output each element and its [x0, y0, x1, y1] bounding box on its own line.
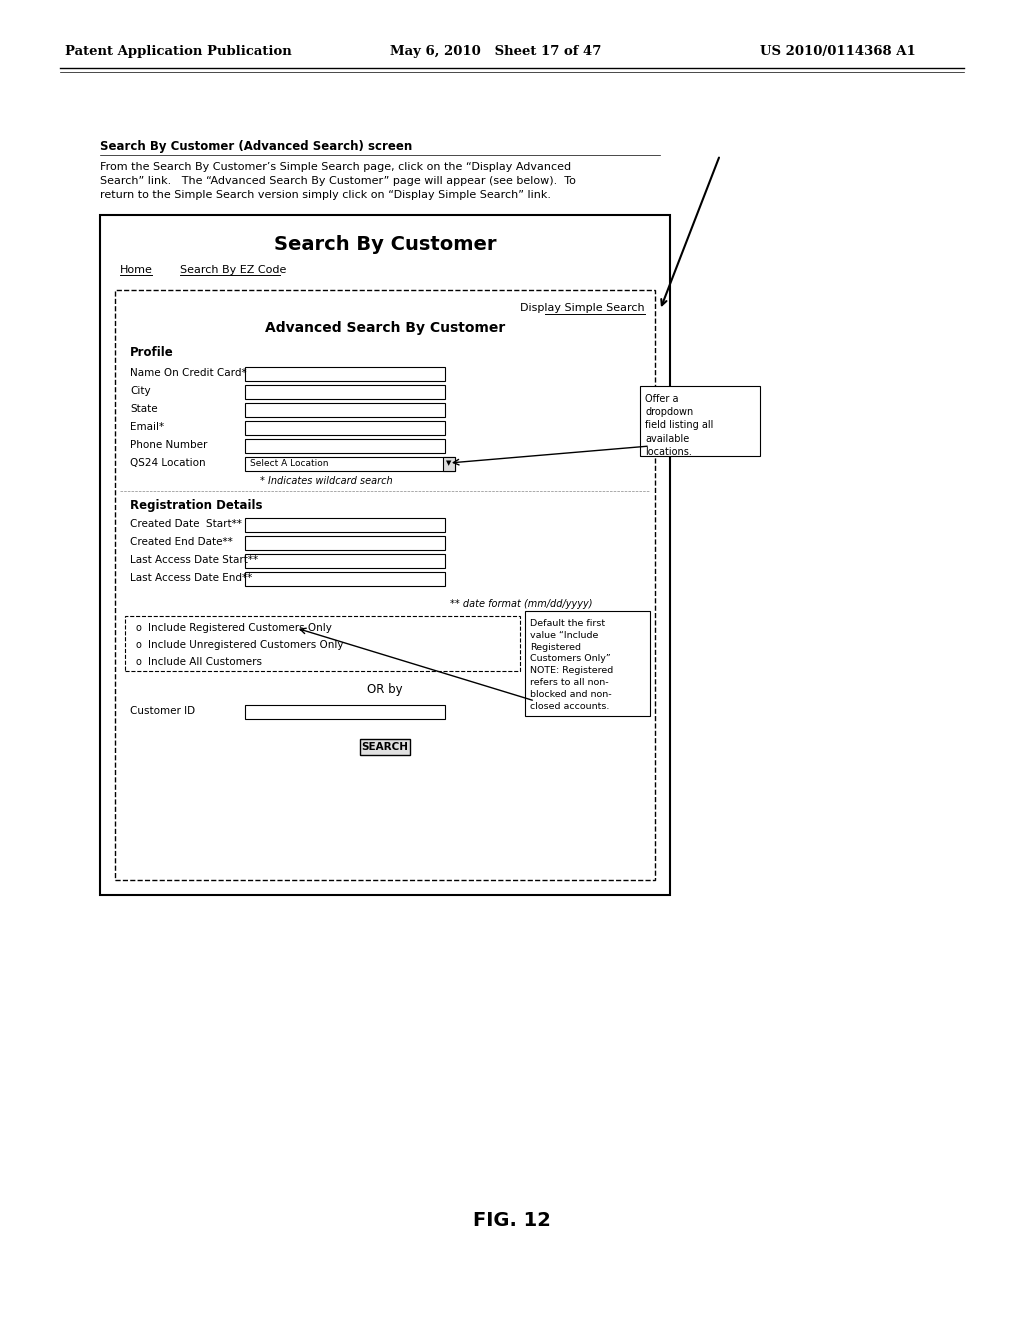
Text: Home: Home	[120, 265, 153, 275]
Bar	[100, 215, 670, 895]
Text: QS24 Location: QS24 Location	[130, 458, 206, 469]
Text: ▼: ▼	[446, 459, 452, 466]
Text: FIG. 12: FIG. 12	[473, 1210, 551, 1229]
Text: Patent Application Publication: Patent Application Publication	[65, 45, 292, 58]
Bar	[640, 385, 760, 455]
Text: Advanced Search By Customer: Advanced Search By Customer	[265, 321, 505, 335]
Text: Registration Details: Registration Details	[130, 499, 262, 512]
Text: Last Access Date Start**: Last Access Date Start**	[130, 554, 258, 565]
Text: o: o	[135, 657, 141, 667]
Bar	[125, 616, 520, 671]
Text: May 6, 2010   Sheet 17 of 47: May 6, 2010 Sheet 17 of 47	[390, 45, 601, 58]
Bar	[525, 611, 650, 715]
Bar	[245, 385, 445, 399]
Text: Include Unregistered Customers Only: Include Unregistered Customers Only	[148, 640, 343, 649]
Text: ** date format (mm/dd/yyyy): ** date format (mm/dd/yyyy)	[450, 599, 593, 609]
Bar	[115, 290, 655, 880]
Bar	[245, 367, 445, 381]
Bar	[245, 554, 445, 568]
Text: SEARCH: SEARCH	[361, 742, 409, 752]
Text: Search By EZ Code: Search By EZ Code	[180, 265, 287, 275]
Text: OR by: OR by	[368, 682, 402, 696]
Text: Profile: Profile	[130, 346, 174, 359]
Text: Created Date  Start**: Created Date Start**	[130, 519, 242, 529]
Bar	[360, 739, 410, 755]
Bar	[245, 403, 445, 417]
Text: State: State	[130, 404, 158, 414]
Text: From the Search By Customer’s Simple Search page, click on the “Display Advanced: From the Search By Customer’s Simple Sea…	[100, 162, 575, 201]
Bar	[245, 705, 445, 719]
Text: Offer a
dropdown
field listing all
available
locations.: Offer a dropdown field listing all avail…	[645, 393, 714, 457]
Bar	[245, 536, 445, 550]
Bar	[245, 421, 445, 436]
Text: Default the first
value “Include
Registered
Customers Only”
NOTE: Registered
ref: Default the first value “Include Registe…	[530, 619, 613, 710]
Text: o: o	[135, 640, 141, 649]
Text: Name On Credit Card*: Name On Credit Card*	[130, 368, 247, 378]
Text: * Indicates wildcard search: * Indicates wildcard search	[260, 477, 392, 486]
Text: Created End Date**: Created End Date**	[130, 537, 232, 546]
Bar	[443, 457, 455, 471]
Text: Customer ID: Customer ID	[130, 706, 196, 715]
Text: Select A Location: Select A Location	[250, 458, 329, 467]
Bar	[245, 457, 455, 471]
Text: Include Registered Customers Only: Include Registered Customers Only	[148, 623, 332, 634]
Bar	[245, 440, 445, 453]
Text: City: City	[130, 385, 151, 396]
Text: Search By Customer: Search By Customer	[273, 235, 497, 255]
Text: Include All Customers: Include All Customers	[148, 657, 262, 667]
Text: Email*: Email*	[130, 422, 164, 432]
Text: US 2010/0114368 A1: US 2010/0114368 A1	[760, 45, 915, 58]
Text: Phone Number: Phone Number	[130, 440, 208, 450]
Bar	[245, 572, 445, 586]
Text: Last Access Date End**: Last Access Date End**	[130, 573, 252, 583]
Text: Display Simple Search: Display Simple Search	[520, 304, 645, 313]
Bar	[245, 517, 445, 532]
Text: Search By Customer (Advanced Search) screen: Search By Customer (Advanced Search) scr…	[100, 140, 413, 153]
Text: o: o	[135, 623, 141, 634]
